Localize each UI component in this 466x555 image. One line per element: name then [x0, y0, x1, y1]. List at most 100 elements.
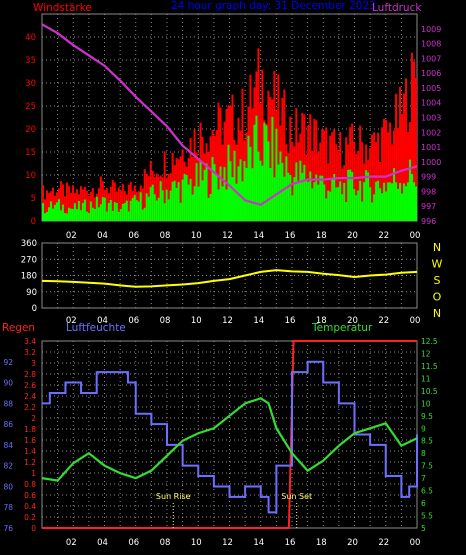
climate-panel-tick-labels: 76788082848688909200.20.40.60.811.21.41.…: [3, 337, 437, 548]
wind-axis-label: Windstärke: [33, 2, 92, 14]
pressure-tick-label: 1001: [421, 143, 441, 152]
climate-x-tick-label: 18: [316, 538, 327, 548]
wind-x-tick-label: 12: [222, 231, 233, 241]
temperature-tick-label: 6.5: [421, 487, 433, 496]
temperature-tick-label: 11: [421, 374, 431, 383]
rain-tick-label: 2.8: [24, 370, 36, 379]
direction-tick-label: 180: [21, 272, 37, 282]
rain-tick-label: 0: [31, 524, 36, 533]
humidity-tick-label: 82: [3, 462, 13, 471]
temperature-tick-label: 10: [421, 399, 431, 408]
temperature-tick-label: 7: [421, 474, 426, 483]
rain-tick-label: 3: [31, 359, 36, 368]
direction-x-tick-label: 04: [97, 316, 108, 326]
direction-x-tick-label: 06: [128, 316, 139, 326]
pressure-tick-label: 996: [421, 217, 436, 226]
compass-letter: W: [432, 258, 443, 271]
direction-x-tick-label: 16: [285, 316, 296, 326]
direction-x-tick-label: 18: [316, 316, 327, 326]
direction-x-tick-label: 14: [253, 316, 264, 326]
pressure-tick-label: 1008: [421, 40, 441, 49]
humidity-tick-label: 86: [3, 420, 13, 429]
compass-letter: N: [433, 307, 441, 320]
rain-tick-label: 0.4: [24, 502, 36, 511]
pressure-tick-label: 1000: [421, 158, 441, 167]
temperature-tick-label: 12.5: [421, 337, 438, 346]
pressure-tick-label: 999: [421, 173, 436, 182]
direction-x-tick-label: 00: [410, 316, 421, 326]
rain-tick-label: 2.4: [24, 392, 36, 401]
rain-tick-label: 1.6: [24, 436, 36, 445]
wind-average-bars: [41, 115, 418, 221]
climate-x-tick-label: 06: [128, 538, 139, 548]
wind-x-tick-label: 16: [285, 231, 296, 241]
wind-x-tick-label: 02: [66, 231, 77, 241]
temperature-tick-label: 9: [421, 424, 426, 433]
rain-tick-label: 1: [31, 469, 36, 478]
climate-x-tick-label: 16: [285, 538, 296, 548]
temperature-tick-label: 5.5: [421, 512, 433, 521]
humidity-tick-label: 88: [3, 399, 13, 408]
wind-tick-label: 0: [31, 217, 36, 227]
pressure-tick-label: 1007: [421, 54, 441, 63]
temperature-tick-label: 8: [421, 449, 426, 458]
rain-tick-label: 0.2: [24, 513, 36, 522]
humidity-line: [42, 360, 418, 514]
temperature-tick-label: 12: [421, 349, 431, 358]
pressure-tick-label: 997: [421, 202, 436, 211]
rain-tick-label: 0.8: [24, 480, 36, 489]
wind-x-tick-label: 18: [316, 231, 327, 241]
rain-tick-label: 3.4: [24, 337, 36, 346]
direction-tick-label: 0: [32, 304, 37, 314]
climate-x-tick-label: 08: [160, 538, 171, 548]
direction-tick-label: 90: [26, 288, 37, 298]
rain-tick-label: 1.2: [24, 458, 36, 467]
wind-tick-label: 30: [25, 79, 36, 89]
direction-x-tick-label: 08: [160, 316, 171, 326]
climate-x-tick-label: 04: [97, 538, 108, 548]
temperature-tick-label: 5: [421, 524, 426, 533]
sun-markers: Sun Rise Sun Set: [156, 492, 312, 528]
direction-x-tick-label: 02: [66, 316, 77, 326]
sunrise-label: Sun Rise: [156, 492, 191, 501]
compass-letter: N: [433, 241, 441, 254]
direction-x-tick-label: 12: [222, 316, 233, 326]
pressure-tick-label: 1004: [421, 99, 441, 108]
temperature-tick-label: 10.5: [421, 387, 438, 396]
climate-x-tick-label: 12: [222, 538, 233, 548]
direction-x-tick-label: 22: [378, 316, 389, 326]
climate-x-tick-label: 20: [347, 538, 358, 548]
pressure-axis-label: Luftdruck: [372, 2, 422, 14]
pressure-tick-label: 1003: [421, 114, 441, 123]
direction-x-tick-label: 10: [191, 316, 202, 326]
pressure-tick-label: 1005: [421, 84, 441, 93]
pressure-tick-label: 1002: [421, 128, 441, 137]
wind-tick-label: 10: [25, 171, 36, 181]
temperature-axis-label: Temperatur: [311, 322, 373, 334]
humidity-axis-label: Luftfeuchte: [66, 322, 126, 334]
wind-x-tick-label: 08: [160, 231, 171, 241]
humidity-tick-label: 80: [3, 482, 13, 491]
compass-letter: O: [433, 291, 442, 304]
wind-panel-tick-labels: 0510152025303540996997998999100010011002…: [25, 25, 441, 241]
temperature-tick-label: 11.5: [421, 362, 438, 371]
temperature-tick-label: 6: [421, 499, 426, 508]
wind-tick-label: 25: [25, 102, 36, 112]
humidity-tick-label: 78: [3, 503, 13, 512]
rain-tick-label: 2.6: [24, 381, 36, 390]
humidity-tick-label: 76: [3, 524, 13, 533]
temperature-tick-label: 7.5: [421, 462, 433, 471]
wind-x-tick-label: 10: [191, 231, 202, 241]
rain-tick-label: 2.2: [24, 403, 36, 412]
rain-humidity-temperature-panel: Sun Rise Sun Set 76788082848688909200.20…: [2, 322, 438, 548]
direction-x-tick-label: 20: [347, 316, 358, 326]
climate-x-tick-label: 14: [253, 538, 264, 548]
humidity-tick-label: 84: [3, 441, 13, 450]
temperature-line: [41, 397, 418, 482]
wind-x-tick-label: 22: [378, 231, 389, 241]
wind-x-tick-label: 20: [347, 231, 358, 241]
pressure-tick-label: 998: [421, 187, 436, 196]
wind-pressure-panel: 0510152025303540996997998999100010011002…: [25, 0, 441, 241]
